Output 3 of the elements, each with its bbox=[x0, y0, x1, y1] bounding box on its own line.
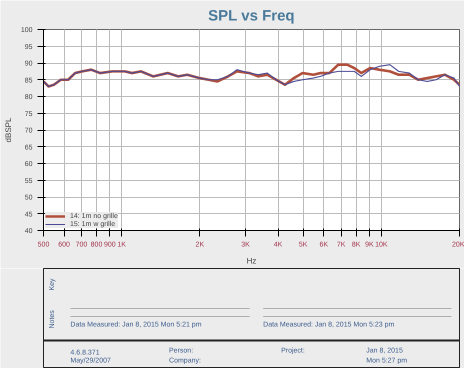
y-axis-title: dBSPL bbox=[4, 116, 13, 142]
x-axis-title: Hz bbox=[246, 256, 256, 266]
chart-title: SPL vs Freq bbox=[208, 8, 295, 24]
